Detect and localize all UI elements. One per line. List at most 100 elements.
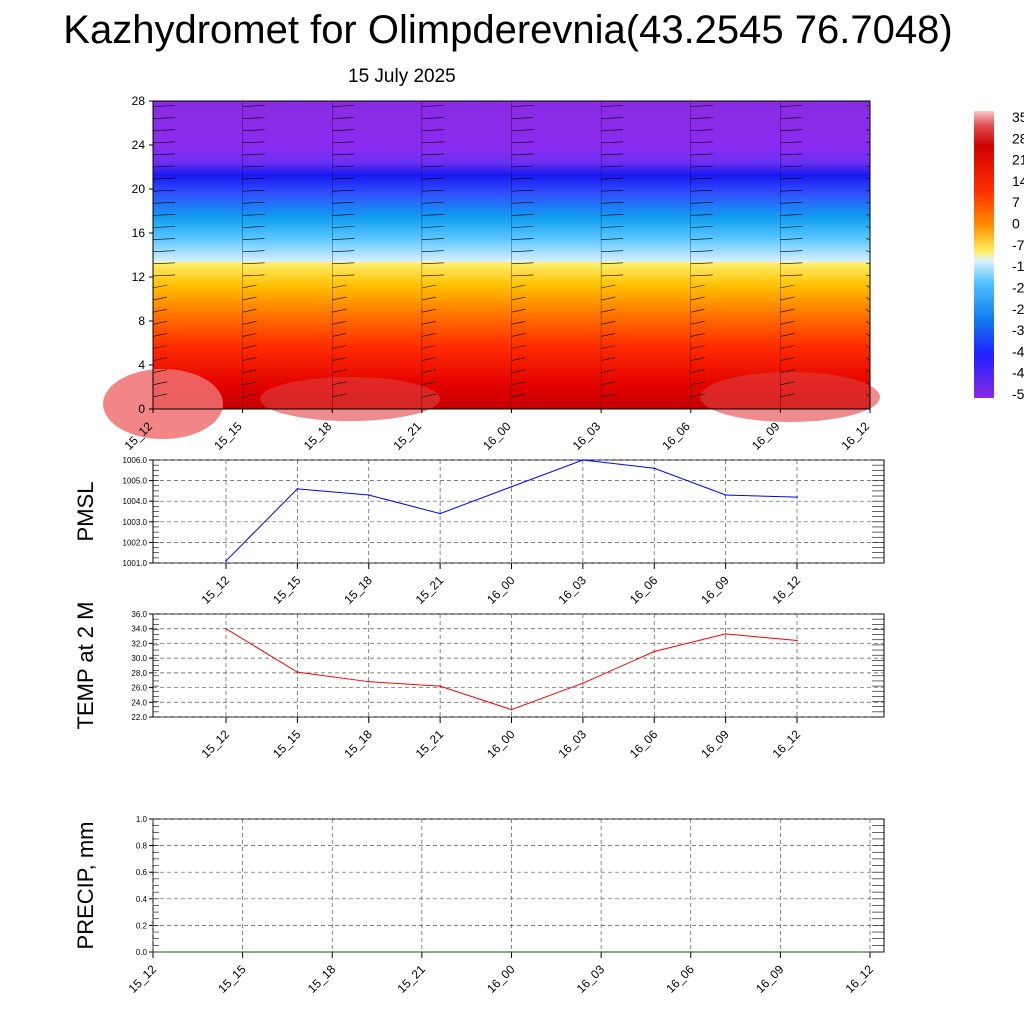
wind-barb bbox=[601, 165, 624, 168]
data-point bbox=[421, 951, 423, 953]
y-tick-label: 24.0 bbox=[131, 698, 147, 707]
data-point bbox=[367, 680, 370, 683]
wind-barb bbox=[421, 333, 436, 337]
data-point bbox=[510, 951, 513, 953]
x-tick-label: 15_12 bbox=[199, 727, 233, 761]
wind-barb bbox=[332, 308, 347, 313]
panel-frame bbox=[152, 613, 885, 718]
y-tick-label: 1.0 bbox=[136, 815, 148, 824]
wind-barb bbox=[601, 357, 616, 361]
wind-barb bbox=[511, 308, 526, 313]
wind-barb bbox=[511, 153, 534, 156]
wind-barb bbox=[242, 165, 265, 168]
x-tick-label: 16_12 bbox=[839, 419, 873, 453]
colorbar-label: 14 bbox=[1012, 173, 1024, 189]
wind-barb bbox=[242, 129, 265, 131]
x-tick-label: 16_09 bbox=[698, 727, 732, 761]
colorbar-label: 28 bbox=[1012, 130, 1024, 146]
y-tick-label: 1004.0 bbox=[123, 497, 148, 506]
x-tick-label: 16_03 bbox=[555, 727, 589, 761]
wind-barb bbox=[152, 274, 176, 277]
wind-barb bbox=[332, 153, 355, 156]
y-tick-label: 1001.0 bbox=[123, 559, 148, 568]
wind-barb bbox=[690, 177, 713, 180]
wind-barb bbox=[865, 202, 871, 204]
wind-barb bbox=[865, 226, 871, 228]
x-tick-label: 15_18 bbox=[305, 962, 339, 996]
x-tick-label: 16_03 bbox=[555, 573, 589, 607]
data-point bbox=[331, 951, 334, 953]
wind-barb bbox=[865, 296, 871, 301]
wind-barb bbox=[152, 369, 168, 373]
wind-barb bbox=[421, 296, 436, 301]
wind-barb bbox=[865, 369, 871, 373]
wind-barb bbox=[332, 262, 355, 265]
wind-barb bbox=[865, 117, 871, 119]
colorbar-label: 21 bbox=[1012, 152, 1024, 168]
wind-barb bbox=[152, 321, 168, 325]
wind-barb bbox=[152, 226, 176, 228]
wind-barb bbox=[152, 189, 176, 192]
wind-barb bbox=[421, 321, 436, 325]
wind-barb bbox=[865, 153, 871, 156]
wind-barb bbox=[152, 202, 176, 204]
wind-barb bbox=[780, 357, 795, 361]
y-tick-label: 16 bbox=[132, 226, 146, 240]
data-point bbox=[225, 560, 227, 562]
wind-barb bbox=[601, 105, 624, 107]
wind-barb bbox=[780, 141, 803, 144]
wind-barb bbox=[690, 141, 713, 144]
wind-barb bbox=[152, 165, 176, 168]
wind-barb bbox=[780, 129, 803, 131]
wind-barb bbox=[780, 274, 803, 277]
y-tick-label: 24 bbox=[132, 138, 146, 152]
wind-barb bbox=[601, 284, 616, 289]
wind-barb bbox=[865, 284, 871, 289]
x-tick-label: 15_18 bbox=[341, 727, 375, 761]
colorbar-label: -3 bbox=[1012, 322, 1024, 338]
wind-barb bbox=[242, 393, 257, 398]
warm-blob bbox=[260, 377, 440, 421]
wind-barb bbox=[690, 345, 705, 349]
wind-barb bbox=[152, 153, 176, 156]
wind-barb bbox=[421, 117, 444, 119]
wind-barb bbox=[511, 117, 534, 119]
wind-barb bbox=[601, 214, 624, 216]
wind-barb bbox=[601, 153, 624, 156]
x-tick-label: 16_09 bbox=[749, 419, 783, 453]
wind-barb bbox=[242, 321, 257, 325]
wind-barb bbox=[242, 238, 265, 240]
wind-barb bbox=[332, 226, 355, 228]
wind-barb bbox=[421, 345, 436, 349]
wind-barb bbox=[690, 274, 713, 277]
data-point bbox=[439, 512, 441, 515]
data-point bbox=[510, 708, 513, 711]
wind-barb bbox=[421, 250, 444, 252]
wind-barb bbox=[421, 226, 444, 228]
wind-barb bbox=[690, 381, 705, 386]
wind-barb bbox=[421, 284, 436, 289]
wind-barb bbox=[332, 250, 355, 252]
wind-barb bbox=[511, 189, 534, 192]
data-point bbox=[582, 459, 584, 461]
x-tick-label: 15_21 bbox=[413, 573, 447, 607]
data-point bbox=[724, 494, 727, 496]
wind-barb bbox=[780, 284, 795, 289]
wind-barb bbox=[601, 202, 624, 204]
wind-barb bbox=[780, 393, 795, 398]
data-point bbox=[779, 951, 782, 953]
wind-barb bbox=[601, 177, 624, 180]
wind-barb bbox=[865, 274, 871, 277]
wind-barb bbox=[690, 238, 713, 240]
data-point bbox=[724, 633, 727, 635]
y-tick-label: 0.2 bbox=[136, 921, 148, 930]
wind-barb bbox=[780, 262, 803, 265]
x-tick-label: 16_09 bbox=[698, 573, 732, 607]
wind-barb bbox=[780, 165, 803, 168]
wind-barb bbox=[865, 214, 871, 216]
wind-barb bbox=[421, 105, 444, 107]
y-tick-label: 1003.0 bbox=[123, 518, 148, 527]
wind-barb bbox=[601, 117, 624, 119]
wind-barb bbox=[780, 296, 795, 301]
y-axis-label: PRECIP, mm bbox=[73, 822, 98, 950]
